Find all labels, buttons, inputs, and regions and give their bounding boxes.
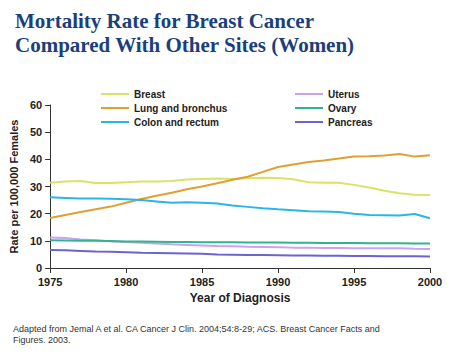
svg-text:1985: 1985 [190, 276, 214, 288]
svg-text:1990: 1990 [266, 276, 290, 288]
svg-text:60: 60 [30, 99, 42, 111]
svg-text:20: 20 [30, 208, 42, 220]
svg-text:Figures. 2003.: Figures. 2003. [13, 335, 71, 345]
svg-text:Colon and rectum: Colon and rectum [134, 117, 219, 128]
svg-text:30: 30 [30, 181, 42, 193]
svg-text:Lung and bronchus: Lung and bronchus [134, 103, 228, 114]
svg-text:10: 10 [30, 235, 42, 247]
svg-text:Compared With Other Sites (Wom: Compared With Other Sites (Women) [15, 33, 354, 57]
svg-text:2000: 2000 [418, 276, 442, 288]
svg-text:Adapted from Jemal A et al. CA: Adapted from Jemal A et al. CA Cancer J … [13, 324, 382, 334]
svg-text:Uterus: Uterus [328, 89, 360, 100]
svg-text:Mortality Rate for Breast Canc: Mortality Rate for Breast Cancer [15, 9, 319, 33]
svg-text:Rate per 100,000 Females: Rate per 100,000 Females [8, 120, 20, 254]
svg-text:1975: 1975 [38, 276, 62, 288]
svg-text:40: 40 [30, 153, 42, 165]
svg-text:Year of Diagnosis: Year of Diagnosis [190, 291, 291, 305]
svg-text:Ovary: Ovary [328, 103, 357, 114]
svg-text:0: 0 [36, 262, 42, 274]
svg-text:Pancreas: Pancreas [328, 117, 373, 128]
svg-text:50: 50 [30, 126, 42, 138]
svg-text:1995: 1995 [342, 276, 366, 288]
svg-text:1980: 1980 [114, 276, 138, 288]
svg-text:Breast: Breast [134, 89, 166, 100]
